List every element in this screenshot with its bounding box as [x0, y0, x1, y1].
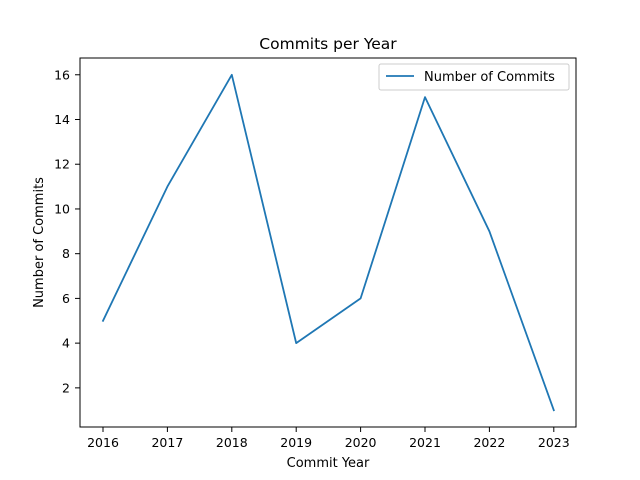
legend-label-number-of-commits: Number of Commits	[424, 70, 555, 85]
plot-frame	[79, 57, 577, 428]
series-points	[102, 74, 554, 411]
x-tick-label: 2016	[87, 435, 119, 450]
y-tick-label: 10	[54, 201, 70, 216]
series-line-number-of-commits	[101, 73, 555, 412]
y-tick-label: 8	[62, 246, 70, 261]
x-tick-label: 2022	[473, 435, 505, 450]
x-tick-label: 2023	[538, 435, 570, 450]
y-axis-ticks: 2 4 6 8 10 12 14 16	[54, 67, 80, 395]
x-tick-label: 2018	[216, 435, 248, 450]
y-tick-label: 16	[54, 67, 70, 82]
x-tick-label: 2020	[345, 435, 377, 450]
x-tick-label: 2021	[409, 435, 441, 450]
x-tick-label: 2017	[151, 435, 183, 450]
y-tick-label: 14	[54, 112, 70, 127]
y-tick-label: 12	[54, 157, 70, 172]
y-axis-label: Number of Commits	[32, 177, 47, 308]
legend: Number of Commits	[378, 63, 570, 91]
x-axis-ticks: 2016 2017 2018 2019 2020 2021 2022 2023	[87, 427, 570, 450]
y-tick-label: 4	[62, 336, 70, 351]
y-tick-label: 2	[62, 380, 70, 395]
x-tick-label: 2019	[280, 435, 312, 450]
chart-title: Commits per Year	[259, 35, 397, 53]
y-tick-label: 6	[62, 291, 70, 306]
plot-area	[80, 58, 576, 427]
legend-box	[378, 63, 570, 91]
x-axis-label: Commit Year	[287, 456, 370, 471]
